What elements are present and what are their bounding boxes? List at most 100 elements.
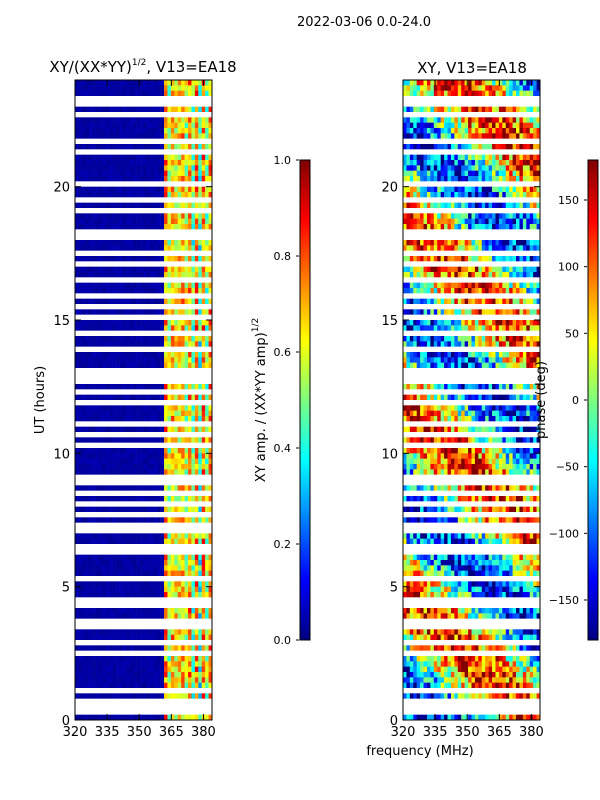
heatmap-cell xyxy=(116,528,120,534)
heatmap-cell xyxy=(150,528,155,534)
heatmap-cell xyxy=(75,464,79,470)
heatmap-cell xyxy=(126,714,131,721)
heatmap-cell xyxy=(102,208,107,214)
heatmap-cell xyxy=(167,586,172,593)
heatmap-cell xyxy=(188,362,192,369)
heatmap-cell xyxy=(164,128,168,134)
heatmap-cell xyxy=(177,592,182,598)
heatmap-cell xyxy=(150,352,155,358)
heatmap-cell xyxy=(181,544,185,550)
heatmap-cell xyxy=(184,314,189,321)
heatmap-cell xyxy=(153,298,158,305)
heatmap-cell xyxy=(153,480,158,486)
heatmap-cell xyxy=(105,378,110,385)
heatmap-cell xyxy=(129,122,134,129)
heatmap-cell xyxy=(116,650,120,657)
heatmap-cell xyxy=(78,672,83,678)
heatmap-cell xyxy=(160,293,165,299)
heatmap-cell xyxy=(444,90,448,97)
heatmap-cell xyxy=(160,421,165,427)
heatmap-cell xyxy=(88,682,93,689)
heatmap-cell xyxy=(92,704,96,710)
heatmap-cell xyxy=(153,336,158,342)
heatmap-cell xyxy=(170,96,175,102)
heatmap-cell xyxy=(95,464,100,470)
heatmap-cell xyxy=(95,277,100,283)
heatmap-cell xyxy=(143,517,148,523)
heatmap-cell xyxy=(198,240,203,246)
heatmap-cell xyxy=(208,672,213,678)
heatmap-cell xyxy=(174,250,179,257)
heatmap-cell xyxy=(208,256,213,262)
heatmap-cell xyxy=(109,592,113,598)
heatmap-cell xyxy=(133,282,137,289)
heatmap-cell xyxy=(119,160,124,166)
heatmap-cell xyxy=(205,650,209,657)
heatmap-cell xyxy=(88,325,93,331)
heatmap-cell xyxy=(150,202,155,209)
heatmap-cell xyxy=(112,618,117,625)
heatmap-cell xyxy=(126,80,131,86)
heatmap-cell xyxy=(194,442,199,449)
heatmap-cell xyxy=(170,618,175,625)
heatmap-cell xyxy=(112,352,117,358)
heatmap-cell xyxy=(81,320,86,326)
heatmap-cell xyxy=(188,112,192,118)
heatmap-cell xyxy=(119,122,124,129)
heatmap-cell xyxy=(201,458,206,465)
heatmap-cell xyxy=(126,437,131,443)
heatmap-cell xyxy=(153,245,158,251)
heatmap-cell xyxy=(85,576,89,582)
heatmap-cell xyxy=(201,325,206,331)
heatmap-cell xyxy=(198,682,203,689)
heatmap-cell xyxy=(160,442,165,449)
heatmap-cell xyxy=(119,608,124,614)
heatmap-cell xyxy=(88,602,93,609)
heatmap-cell xyxy=(177,85,182,91)
heatmap-cell xyxy=(129,496,134,502)
heatmap-cell xyxy=(153,645,158,651)
heatmap-cell xyxy=(85,458,89,465)
heatmap-cell xyxy=(184,186,189,193)
heatmap-cell xyxy=(188,304,192,310)
heatmap-cell xyxy=(75,677,79,683)
heatmap-cell xyxy=(122,682,127,689)
heatmap-cell xyxy=(129,368,134,374)
heatmap-cell xyxy=(184,197,189,203)
heatmap-cell xyxy=(75,378,79,385)
heatmap-cell xyxy=(136,565,141,571)
heatmap-cell xyxy=(119,256,124,262)
heatmap-cell xyxy=(188,133,192,139)
heatmap-cell xyxy=(92,394,96,401)
heatmap-cell xyxy=(98,602,103,609)
heatmap-cell xyxy=(170,458,175,465)
heatmap-cell xyxy=(157,245,161,251)
heatmap-cell xyxy=(98,474,103,481)
heatmap-cell xyxy=(184,677,189,683)
heatmap-cell xyxy=(194,581,199,587)
heatmap-cell xyxy=(78,608,83,614)
heatmap-cell xyxy=(95,640,100,646)
heatmap-cell xyxy=(133,693,137,699)
heatmap-cell xyxy=(160,197,165,203)
heatmap-cell xyxy=(88,421,93,427)
heatmap-cell xyxy=(78,512,83,518)
heatmap-cell xyxy=(112,453,117,459)
heatmap-cell xyxy=(201,234,206,241)
heatmap-cell xyxy=(198,501,203,507)
heatmap-cell xyxy=(205,704,209,710)
heatmap-cell xyxy=(167,698,172,705)
heatmap-cell xyxy=(198,320,203,326)
heatmap-cell xyxy=(201,490,206,497)
heatmap-cell xyxy=(88,138,93,145)
heatmap-cell xyxy=(109,309,113,315)
heatmap-cell xyxy=(205,688,209,694)
heatmap-cell xyxy=(208,698,213,705)
heatmap-cell xyxy=(177,149,182,155)
heatmap-cell xyxy=(109,362,113,369)
heatmap-cell xyxy=(170,501,175,507)
heatmap-cell xyxy=(95,245,100,251)
heatmap-cell xyxy=(112,165,117,171)
heatmap-cell xyxy=(150,218,155,225)
heatmap-cell xyxy=(112,277,117,283)
